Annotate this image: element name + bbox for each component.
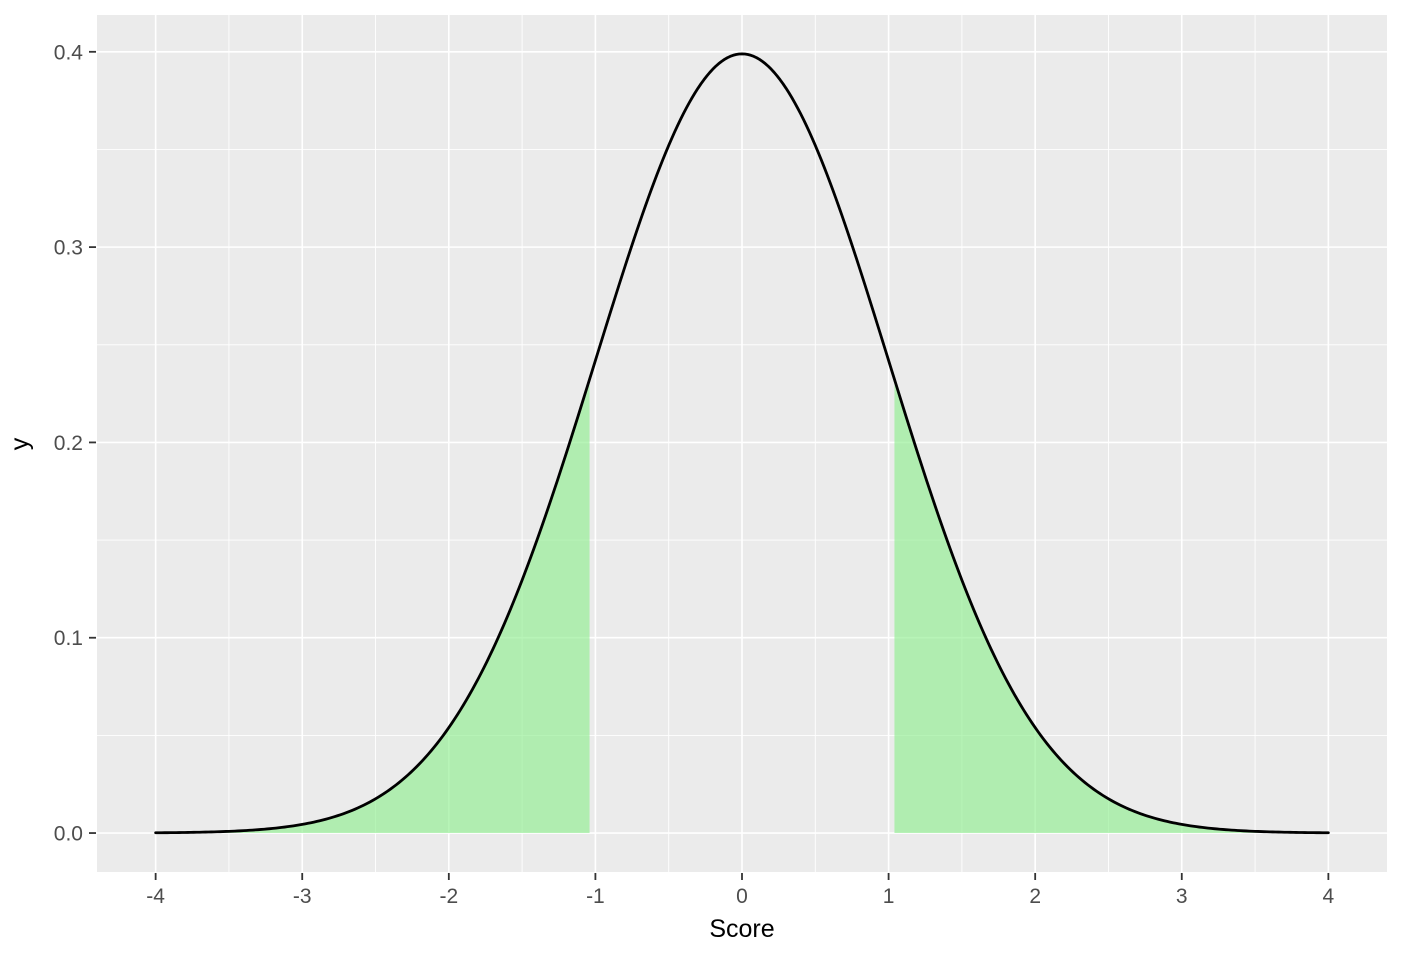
x-tick-label: -1	[586, 885, 605, 908]
shaded-tail-region	[155, 379, 590, 834]
tick-layer	[89, 50, 1330, 880]
y-tick-label: 0.2	[54, 432, 83, 455]
x-axis-title: Score	[709, 915, 774, 943]
shaded-region-layer	[155, 379, 1329, 834]
x-tick-label: 1	[883, 885, 895, 908]
x-tick-label: -4	[146, 885, 165, 908]
x-tick-label: 0	[736, 885, 748, 908]
x-tick-label: 2	[1029, 885, 1041, 908]
x-tick-label: 3	[1176, 885, 1188, 908]
x-tick-label: -2	[439, 885, 458, 908]
x-tick-label: -3	[293, 885, 312, 908]
tick-label-layer: -4 -3 -2 -1 0 1 2 3 4 0.0 0.1 0.2 0.3 0.4	[54, 41, 1335, 908]
y-axis-title: y	[6, 437, 34, 450]
density-curve	[154, 52, 1330, 835]
x-tick-label: 4	[1323, 885, 1335, 908]
y-tick-label: 0.3	[54, 237, 83, 260]
y-tick-label: 0.4	[54, 41, 84, 64]
curve-layer	[154, 52, 1330, 835]
shaded-tail-region	[894, 379, 1329, 834]
y-tick-label: 0.1	[54, 627, 83, 650]
y-tick-label: 0.0	[54, 823, 83, 846]
